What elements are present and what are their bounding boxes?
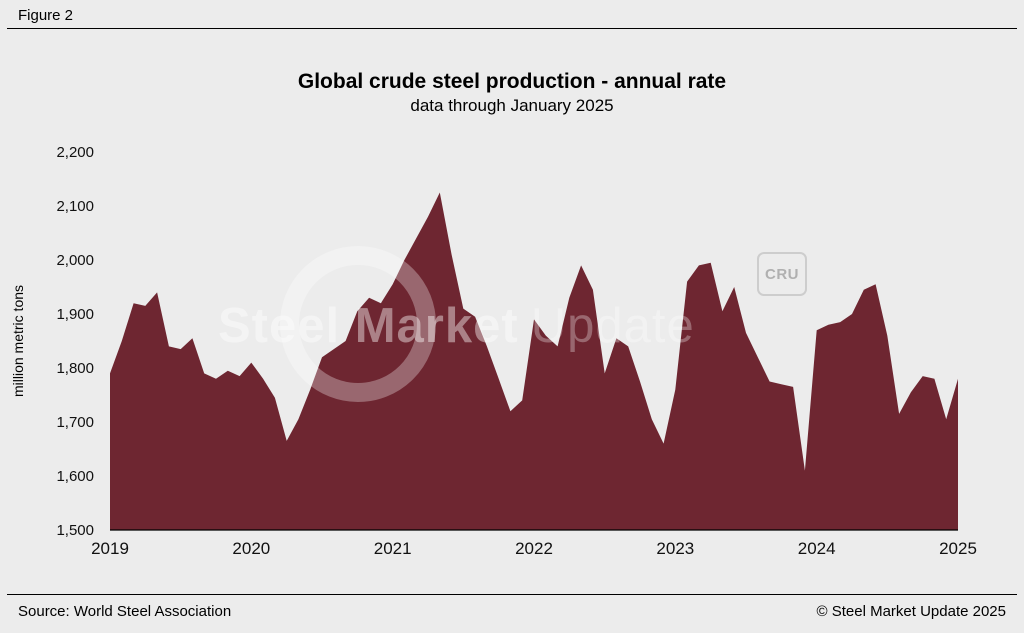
y-tick-label: 1,600 [56, 468, 94, 485]
x-tick-label: 2019 [91, 539, 129, 558]
x-tick-label: 2024 [798, 539, 836, 558]
figure-label: Figure 2 [18, 7, 74, 24]
y-tick-label: 2,200 [56, 144, 94, 161]
x-tick-label: 2023 [656, 539, 694, 558]
x-tick-label: 2025 [939, 539, 977, 558]
chart-title: Global crude steel production - annual r… [297, 70, 727, 93]
y-tick-label: 1,800 [56, 360, 94, 377]
x-tick-label: 2021 [374, 539, 412, 558]
y-tick-label: 2,100 [56, 198, 94, 215]
x-tick-label: 2022 [515, 539, 553, 558]
y-tick-label: 1,900 [56, 306, 94, 323]
cru-logo-badge: CRU [757, 252, 807, 296]
y-tick-label: 1,500 [56, 522, 94, 539]
x-tick-label: 2020 [232, 539, 270, 558]
top-divider [7, 28, 1017, 29]
copyright-note: © Steel Market Update 2025 [816, 603, 1007, 620]
chart-subtitle: data through January 2025 [410, 96, 614, 115]
cru-badge-label: CRU [765, 265, 799, 283]
y-tick-label: 2,000 [56, 252, 94, 269]
source-note: Source: World Steel Association [18, 603, 232, 620]
area-series [110, 192, 958, 530]
bottom-divider [7, 594, 1017, 595]
y-tick-label: 1,700 [56, 414, 94, 431]
